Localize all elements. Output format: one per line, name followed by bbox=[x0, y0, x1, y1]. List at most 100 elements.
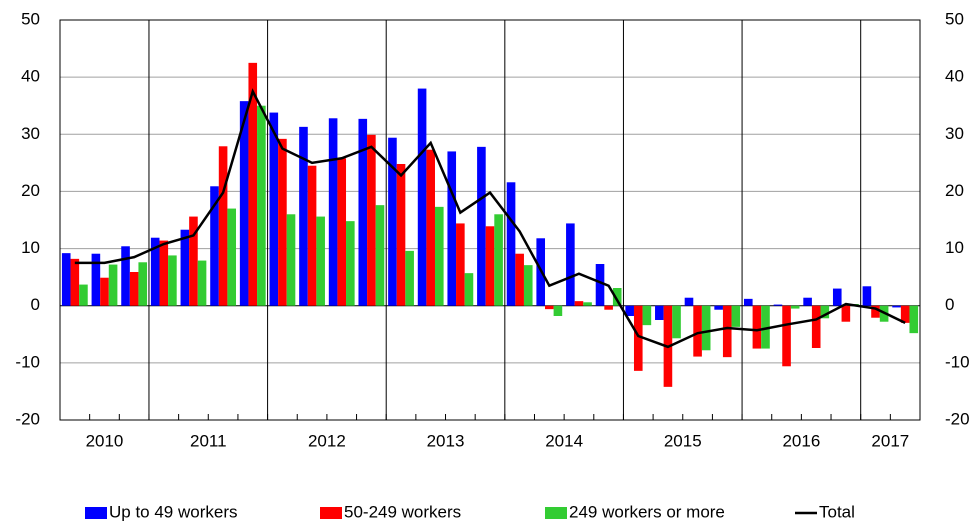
bar bbox=[337, 158, 347, 306]
bar bbox=[121, 246, 130, 306]
bar bbox=[595, 264, 605, 306]
x-tick-label: 2014 bbox=[545, 431, 583, 450]
legend-swatch bbox=[320, 507, 342, 519]
bar bbox=[299, 126, 308, 306]
bar bbox=[625, 305, 634, 316]
bar bbox=[239, 101, 249, 306]
bar bbox=[218, 146, 228, 306]
bar bbox=[417, 88, 427, 306]
bar bbox=[566, 223, 575, 306]
legend-swatch bbox=[545, 507, 567, 519]
bar bbox=[909, 305, 919, 334]
bar bbox=[129, 272, 139, 306]
bar bbox=[642, 305, 652, 326]
y2-tick-label: -20 bbox=[945, 409, 970, 428]
y-tick-label: -10 bbox=[15, 352, 40, 371]
bar bbox=[405, 250, 414, 306]
y-tick-label: -20 bbox=[15, 409, 40, 428]
bar bbox=[604, 305, 613, 310]
bar bbox=[396, 164, 406, 306]
bar bbox=[91, 253, 101, 306]
bar bbox=[655, 305, 664, 320]
bar bbox=[574, 301, 584, 306]
x-tick-label: 2012 bbox=[308, 431, 346, 450]
bar bbox=[150, 237, 160, 306]
bar bbox=[672, 305, 681, 339]
y-tick-label: 50 bbox=[21, 9, 40, 28]
bar bbox=[189, 216, 198, 306]
bar bbox=[108, 264, 118, 306]
bar bbox=[485, 226, 495, 306]
y2-tick-label: 50 bbox=[945, 9, 964, 28]
bar bbox=[248, 62, 258, 306]
x-tick-label: 2010 bbox=[86, 431, 124, 450]
bar bbox=[832, 288, 842, 306]
y2-tick-label: 20 bbox=[945, 181, 964, 200]
x-tick-label: 2017 bbox=[871, 431, 909, 450]
bar bbox=[159, 240, 169, 306]
bar bbox=[684, 297, 694, 306]
bar bbox=[612, 288, 622, 306]
bar bbox=[210, 186, 219, 306]
bar bbox=[328, 118, 338, 306]
bar bbox=[545, 305, 554, 310]
bar bbox=[693, 305, 702, 357]
bar bbox=[464, 273, 474, 306]
bar bbox=[743, 298, 753, 306]
bar bbox=[811, 305, 821, 348]
bar bbox=[138, 262, 148, 306]
x-tick-label: 2013 bbox=[427, 431, 465, 450]
bar bbox=[456, 223, 465, 306]
bar bbox=[515, 253, 524, 306]
bar bbox=[714, 305, 723, 310]
bar bbox=[773, 304, 783, 306]
bar bbox=[100, 277, 109, 306]
bar bbox=[434, 206, 444, 306]
y-tick-label: 10 bbox=[21, 238, 40, 257]
bar bbox=[790, 305, 800, 309]
y2-tick-label: 0 bbox=[945, 295, 954, 314]
bar bbox=[731, 305, 741, 327]
y2-tick-label: 30 bbox=[945, 124, 964, 143]
y2-tick-label: 40 bbox=[945, 67, 964, 86]
x-tick-label: 2016 bbox=[782, 431, 820, 450]
bar bbox=[70, 258, 80, 306]
bar bbox=[197, 260, 207, 306]
legend-label: Up to 49 workers bbox=[109, 502, 238, 521]
bar bbox=[375, 205, 385, 306]
bar bbox=[426, 149, 435, 306]
y-tick-label: 0 bbox=[31, 295, 40, 314]
bar bbox=[900, 305, 910, 323]
line bbox=[74, 88, 906, 349]
bar bbox=[820, 305, 830, 319]
bar bbox=[701, 305, 711, 351]
x-tick-label: 2011 bbox=[190, 431, 227, 450]
bar bbox=[286, 214, 296, 306]
bar bbox=[180, 229, 190, 306]
bar bbox=[61, 253, 71, 306]
bar bbox=[477, 146, 486, 306]
bar bbox=[583, 302, 592, 306]
y2-tick-label: 10 bbox=[945, 238, 964, 257]
bar bbox=[862, 286, 872, 306]
bar bbox=[227, 208, 237, 306]
y-tick-label: 30 bbox=[21, 124, 40, 143]
legend-label: Total bbox=[819, 502, 855, 521]
bar bbox=[367, 134, 376, 306]
legend-swatch bbox=[85, 507, 107, 519]
bar bbox=[871, 305, 880, 318]
bar bbox=[494, 214, 503, 306]
y-tick-label: 20 bbox=[21, 181, 40, 200]
bar bbox=[553, 305, 563, 316]
bar bbox=[307, 165, 317, 306]
bar bbox=[269, 112, 279, 306]
bar bbox=[722, 305, 732, 358]
legend-label: 50-249 workers bbox=[344, 502, 461, 521]
bar bbox=[388, 137, 397, 306]
bar bbox=[761, 305, 770, 349]
bar bbox=[257, 105, 266, 306]
bar bbox=[506, 182, 516, 306]
legend-label: 249 workers or more bbox=[569, 502, 725, 521]
